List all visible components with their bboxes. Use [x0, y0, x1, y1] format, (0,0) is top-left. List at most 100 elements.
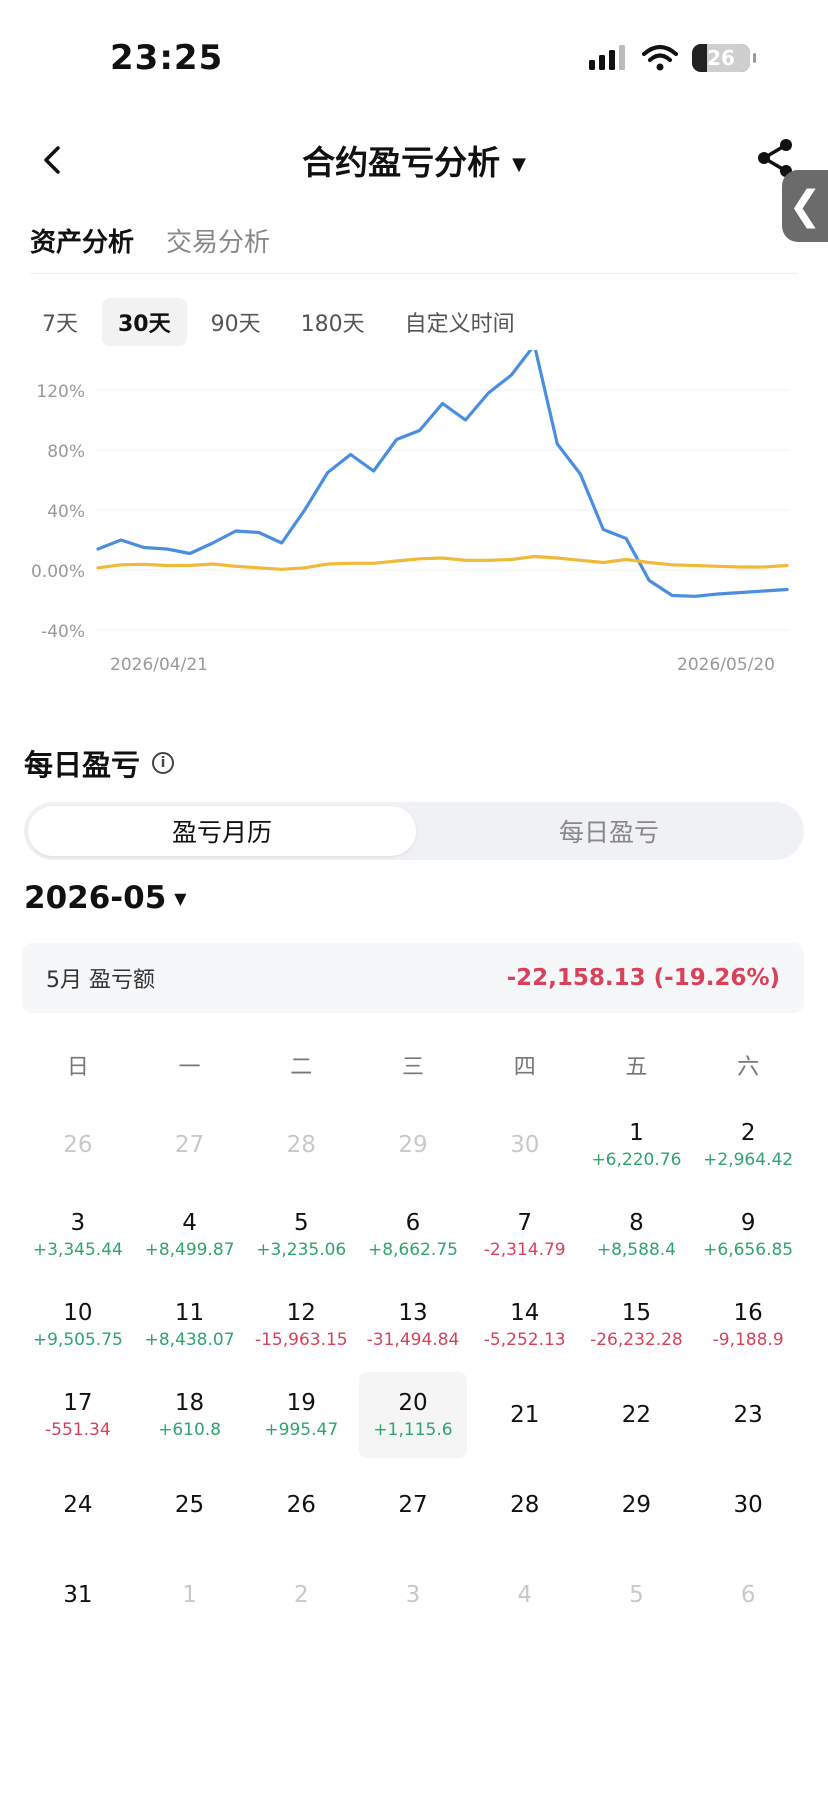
day-number: 15	[621, 1300, 652, 1326]
page-title-text: 合约盈亏分析	[302, 143, 501, 182]
calendar-day-cell[interactable]: 31	[22, 1550, 134, 1640]
day-number: 30	[510, 1132, 540, 1158]
calendar-day-cell[interactable]: 14 -5,252.13	[469, 1280, 581, 1370]
calendar-day-cell[interactable]: 5 +3,235.06	[245, 1190, 357, 1280]
day-pnl: +3,345.44	[32, 1240, 123, 1260]
day-pnl: -2,314.79	[483, 1240, 566, 1260]
calendar-day-cell[interactable]: 4	[469, 1550, 581, 1640]
calendar-day-cell[interactable]: 16 -9,188.9	[692, 1280, 804, 1370]
page-title[interactable]: 合约盈亏分析 ▼	[0, 136, 828, 184]
calendar-grid: 26 27 28 29 30 1 +6,220.76 2 +2,964.42 3 +3,345.44…	[22, 1100, 804, 1640]
month-label: 2026-05	[24, 880, 167, 916]
calendar-day-cell[interactable]: 8 +8,588.4	[581, 1190, 693, 1280]
calendar-day-cell[interactable]: 30	[469, 1100, 581, 1190]
summary-value: -22,158.13 (-19.26%)	[506, 965, 780, 991]
calendar-day-cell[interactable]: 9 +6,656.85	[692, 1190, 804, 1280]
series-line-primary	[96, 350, 789, 598]
tab-range-7d[interactable]: 7天	[42, 312, 78, 337]
calendar-day-cell[interactable]: 5	[581, 1550, 693, 1640]
tab-range-30d[interactable]: 30天	[102, 298, 187, 346]
day-pnl: +8,662.75	[368, 1240, 458, 1260]
calendar-day-cell[interactable]: 27	[134, 1100, 246, 1190]
tab-range-custom[interactable]: 自定义时间	[404, 312, 515, 337]
calendar-day-cell[interactable]: 23	[692, 1370, 804, 1460]
tab-asset-analysis[interactable]: 资产分析	[30, 228, 135, 258]
calendar-day-cell[interactable]: 21	[469, 1370, 581, 1460]
calendar-day-cell[interactable]: 20 +1,115.6	[359, 1372, 467, 1458]
day-number: 23	[733, 1402, 763, 1428]
weekday-label: 五	[625, 1055, 648, 1080]
day-pnl: +8,438.07	[144, 1330, 235, 1350]
calendar-day-cell[interactable]: 28	[469, 1460, 581, 1550]
calendar-day-cell[interactable]: 30	[692, 1460, 804, 1550]
day-pnl: +6,220.76	[591, 1150, 682, 1170]
weekday-label: 四	[513, 1055, 536, 1080]
calendar-day-cell[interactable]: 12 -15,963.15	[245, 1280, 357, 1370]
calendar-day-cell[interactable]: 24	[22, 1460, 134, 1550]
calendar-day-cell[interactable]: 1 +6,220.76	[581, 1100, 693, 1190]
day-number: 1	[182, 1582, 197, 1608]
calendar-day-cell[interactable]: 6 +8,662.75	[357, 1190, 469, 1280]
day-number: 28	[286, 1132, 316, 1158]
calendar-day-cell[interactable]: 3 +3,345.44	[22, 1190, 134, 1280]
calendar-day-cell[interactable]: 2 +2,964.42	[692, 1100, 804, 1190]
y-tick-label: 80%	[47, 442, 85, 462]
month-selector[interactable]: 2026-05 ▼	[24, 880, 187, 916]
calendar-day-cell[interactable]: 26	[245, 1460, 357, 1550]
battery-level: 26	[707, 46, 735, 70]
tab-trade-analysis[interactable]: 交易分析	[166, 228, 271, 258]
calendar-day-cell[interactable]: 10 +9,505.75	[22, 1280, 134, 1370]
day-number: 8	[629, 1210, 644, 1236]
info-icon[interactable]: i	[152, 752, 175, 774]
pnl-calendar: 日一二三四五六 26 27 28 29 30 1 +6,220.76 2 +2,964.42 3 +…	[22, 1030, 804, 1640]
y-tick-label: 40%	[47, 502, 85, 522]
calendar-day-cell[interactable]: 17 -551.34	[22, 1370, 134, 1460]
day-number: 5	[629, 1582, 644, 1608]
range-tabs: 7天 30天 90天 180天 自定义时间	[26, 298, 531, 346]
day-pnl: -9,188.9	[712, 1330, 784, 1350]
day-number: 7	[517, 1210, 533, 1236]
tab-range-180d[interactable]: 180天	[300, 312, 365, 337]
day-number: 16	[733, 1300, 763, 1326]
calendar-day-cell[interactable]: 29	[581, 1460, 693, 1550]
series-line-secondary	[96, 554, 789, 571]
calendar-day-cell[interactable]: 2	[245, 1550, 357, 1640]
y-tick-label: -40%	[41, 622, 85, 642]
back-button[interactable]	[30, 138, 74, 182]
calendar-day-cell[interactable]: 3	[357, 1550, 469, 1640]
pnl-line-chart: 120% 80% 40% 0.00% -40% 2026/04/21 2026/05/20	[31, 350, 790, 675]
pnl-chart: 120% 80% 40% 0.00% -40% 2026/04/21 2026/05/20	[0, 350, 828, 680]
daily-section-title: 每日盈亏 i	[24, 742, 175, 784]
calendar-day-cell[interactable]: 1	[134, 1550, 246, 1640]
calendar-day-cell[interactable]: 26	[22, 1100, 134, 1190]
tab-range-90d[interactable]: 90天	[210, 312, 261, 337]
calendar-day-cell[interactable]: 27	[357, 1460, 469, 1550]
share-button[interactable]	[754, 136, 798, 180]
calendar-day-cell[interactable]: 7 -2,314.79	[469, 1190, 581, 1280]
day-number: 17	[63, 1390, 93, 1416]
day-number: 4	[182, 1210, 197, 1236]
weekday-label: 二	[290, 1055, 313, 1080]
day-pnl: +8,499.87	[144, 1240, 235, 1260]
calendar-day-cell[interactable]: 19 +995.47	[245, 1370, 357, 1460]
calendar-day-cell[interactable]: 4 +8,499.87	[134, 1190, 246, 1280]
calendar-day-cell[interactable]: 29	[357, 1100, 469, 1190]
calendar-day-cell[interactable]: 13 -31,494.84	[357, 1280, 469, 1370]
segment-daily[interactable]: 每日盈亏	[558, 818, 659, 847]
chevron-left-icon	[44, 146, 60, 174]
nav-bar: 合约盈亏分析 ▼	[0, 120, 828, 200]
calendar-day-cell[interactable]: 22	[581, 1370, 693, 1460]
y-tick-label: 120%	[36, 382, 85, 402]
calendar-day-cell[interactable]: 15 -26,232.28	[581, 1280, 693, 1370]
calendar-day-cell[interactable]: 28	[245, 1100, 357, 1190]
weekday-label: 日	[66, 1055, 89, 1080]
day-number: 9	[740, 1210, 756, 1236]
calendar-day-cell[interactable]: 25	[134, 1460, 246, 1550]
wifi-icon	[642, 45, 678, 71]
calendar-day-cell[interactable]: 11 +8,438.07	[134, 1280, 246, 1370]
calendar-day-cell[interactable]: 6	[692, 1550, 804, 1640]
side-drawer-handle[interactable]: ❮	[782, 170, 828, 242]
day-pnl: +9,505.75	[32, 1330, 123, 1350]
segment-calendar[interactable]: 盈亏月历	[28, 806, 416, 856]
calendar-day-cell[interactable]: 18 +610.8	[134, 1370, 246, 1460]
